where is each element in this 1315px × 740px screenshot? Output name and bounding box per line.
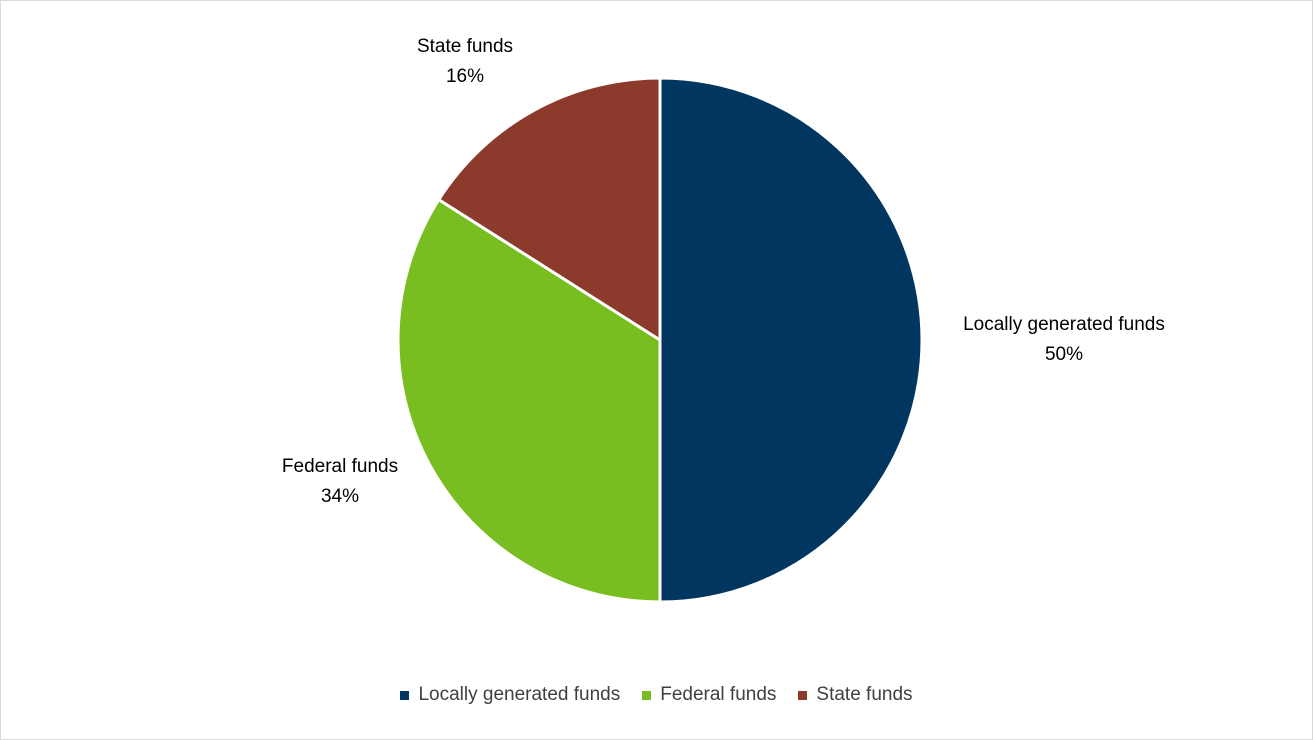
legend-swatch xyxy=(400,690,410,700)
slice-label-percent: 34% xyxy=(321,486,359,507)
legend-item: Locally generated funds xyxy=(400,684,620,706)
legend-label: Locally generated funds xyxy=(418,684,621,705)
pie-slice-state-funds xyxy=(437,76,662,342)
legend-item: State funds xyxy=(798,684,913,706)
slice-label-percent: 50% xyxy=(1045,344,1083,365)
pie-slice-federal-funds xyxy=(396,198,662,604)
slice-data-label: State funds 16% xyxy=(417,36,513,87)
slice-data-label: Locally generated funds 50% xyxy=(963,314,1165,365)
slice-label-percent: 16% xyxy=(446,66,484,87)
legend-label: Federal funds xyxy=(660,684,777,705)
slice-label-name: State funds xyxy=(417,36,513,57)
slice-data-label: Federal funds 34% xyxy=(282,456,398,507)
chart-legend: Locally generated funds Federal funds Stat… xyxy=(0,684,1313,706)
legend-label: State funds xyxy=(816,684,913,705)
slice-label-name: Federal funds xyxy=(282,456,398,477)
slice-label-name: Locally generated funds xyxy=(963,314,1165,335)
legend-item: Federal funds xyxy=(642,684,776,706)
pie-slice-locally-generated-funds xyxy=(658,76,924,604)
legend-swatch xyxy=(642,690,652,700)
legend-swatch xyxy=(798,690,808,700)
